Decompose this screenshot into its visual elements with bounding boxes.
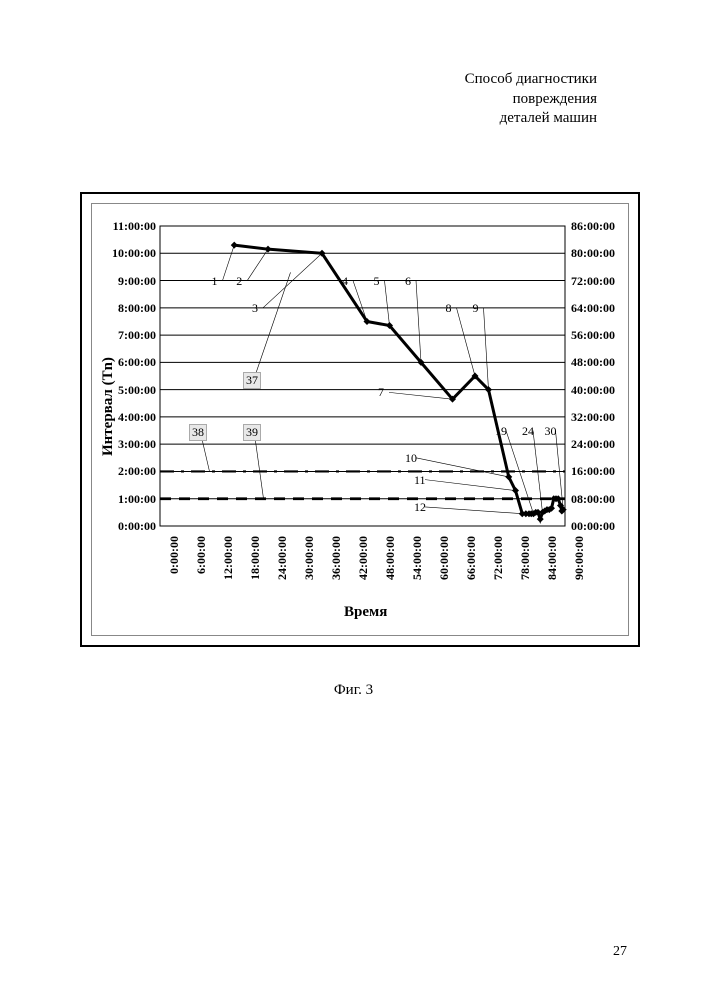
chart-frame: 0:00:001:00:002:00:003:00:004:00:005:00:…: [80, 192, 640, 647]
callout-label: 7: [378, 385, 384, 400]
callout-label: 3: [252, 301, 258, 316]
callout-label: 6: [405, 274, 411, 289]
y-right-tick: 16:00:00: [571, 464, 615, 479]
x-tick: 54:00:00: [410, 536, 425, 591]
x-tick: 6:00:00: [194, 536, 209, 591]
x-tick: 24:00:00: [275, 536, 290, 591]
y-left-tick: 8:00:00: [106, 301, 156, 316]
y-right-tick: 32:00:00: [571, 410, 615, 425]
callout-label: 10: [405, 451, 417, 466]
y-right-tick: 64:00:00: [571, 301, 615, 316]
callout-label: 30: [545, 424, 557, 439]
page: Способ диагностики повреждения деталей м…: [0, 0, 707, 1000]
y-right-tick: 00:00:00: [571, 519, 615, 534]
y-left-tick: 1:00:00: [106, 492, 156, 507]
x-tick: 90:00:00: [572, 536, 587, 591]
x-axis-label: Время: [344, 604, 387, 621]
x-tick: 66:00:00: [464, 536, 479, 591]
document-title: Способ диагностики повреждения деталей м…: [465, 70, 597, 129]
callout-label: 8: [446, 301, 452, 316]
callout-label: 24: [522, 424, 534, 439]
y-left-tick: 10:00:00: [106, 246, 156, 261]
y-right-tick: 08:00:00: [571, 492, 615, 507]
x-tick: 72:00:00: [491, 536, 506, 591]
title-line-2: повреждения: [465, 90, 597, 110]
y-right-tick: 86:00:00: [571, 219, 615, 234]
x-tick: 30:00:00: [302, 536, 317, 591]
callout-label: 19: [495, 424, 507, 439]
callout-label: 11: [414, 473, 426, 488]
y-left-tick: 7:00:00: [106, 328, 156, 343]
x-tick: 48:00:00: [383, 536, 398, 591]
y-axis-label: Интервал (Tn): [100, 357, 117, 456]
title-line-3: деталей машин: [465, 109, 597, 129]
x-tick: 12:00:00: [221, 536, 236, 591]
y-left-tick: 9:00:00: [106, 274, 156, 289]
x-tick: 78:00:00: [518, 536, 533, 591]
x-tick: 18:00:00: [248, 536, 263, 591]
callout-label: 38: [189, 424, 207, 441]
x-tick: 60:00:00: [437, 536, 452, 591]
x-tick: 42:00:00: [356, 536, 371, 591]
title-line-1: Способ диагностики: [465, 70, 597, 90]
callout-label: 2: [236, 274, 242, 289]
page-number: 27: [613, 944, 627, 960]
y-right-tick: 40:00:00: [571, 383, 615, 398]
chart-svg: [160, 226, 565, 526]
x-tick: 0:00:00: [167, 536, 182, 591]
callout-label: 5: [374, 274, 380, 289]
callout-label: 37: [243, 372, 261, 389]
figure-caption: Фиг. 3: [0, 682, 707, 699]
y-right-tick: 80:00:00: [571, 246, 615, 261]
y-right-tick: 24:00:00: [571, 437, 615, 452]
y-right-tick: 48:00:00: [571, 355, 615, 370]
callout-label: 12: [414, 500, 426, 515]
callout-label: 9: [473, 301, 479, 316]
callout-label: 39: [243, 424, 261, 441]
y-right-tick: 72:00:00: [571, 274, 615, 289]
y-right-tick: 56:00:00: [571, 328, 615, 343]
x-tick: 36:00:00: [329, 536, 344, 591]
y-left-tick: 11:00:00: [106, 219, 156, 234]
callout-label: 4: [342, 274, 348, 289]
x-tick: 84:00:00: [545, 536, 560, 591]
y-left-tick: 0:00:00: [106, 519, 156, 534]
callout-label: 1: [212, 274, 218, 289]
plot-area: [160, 226, 565, 526]
y-left-tick: 2:00:00: [106, 464, 156, 479]
